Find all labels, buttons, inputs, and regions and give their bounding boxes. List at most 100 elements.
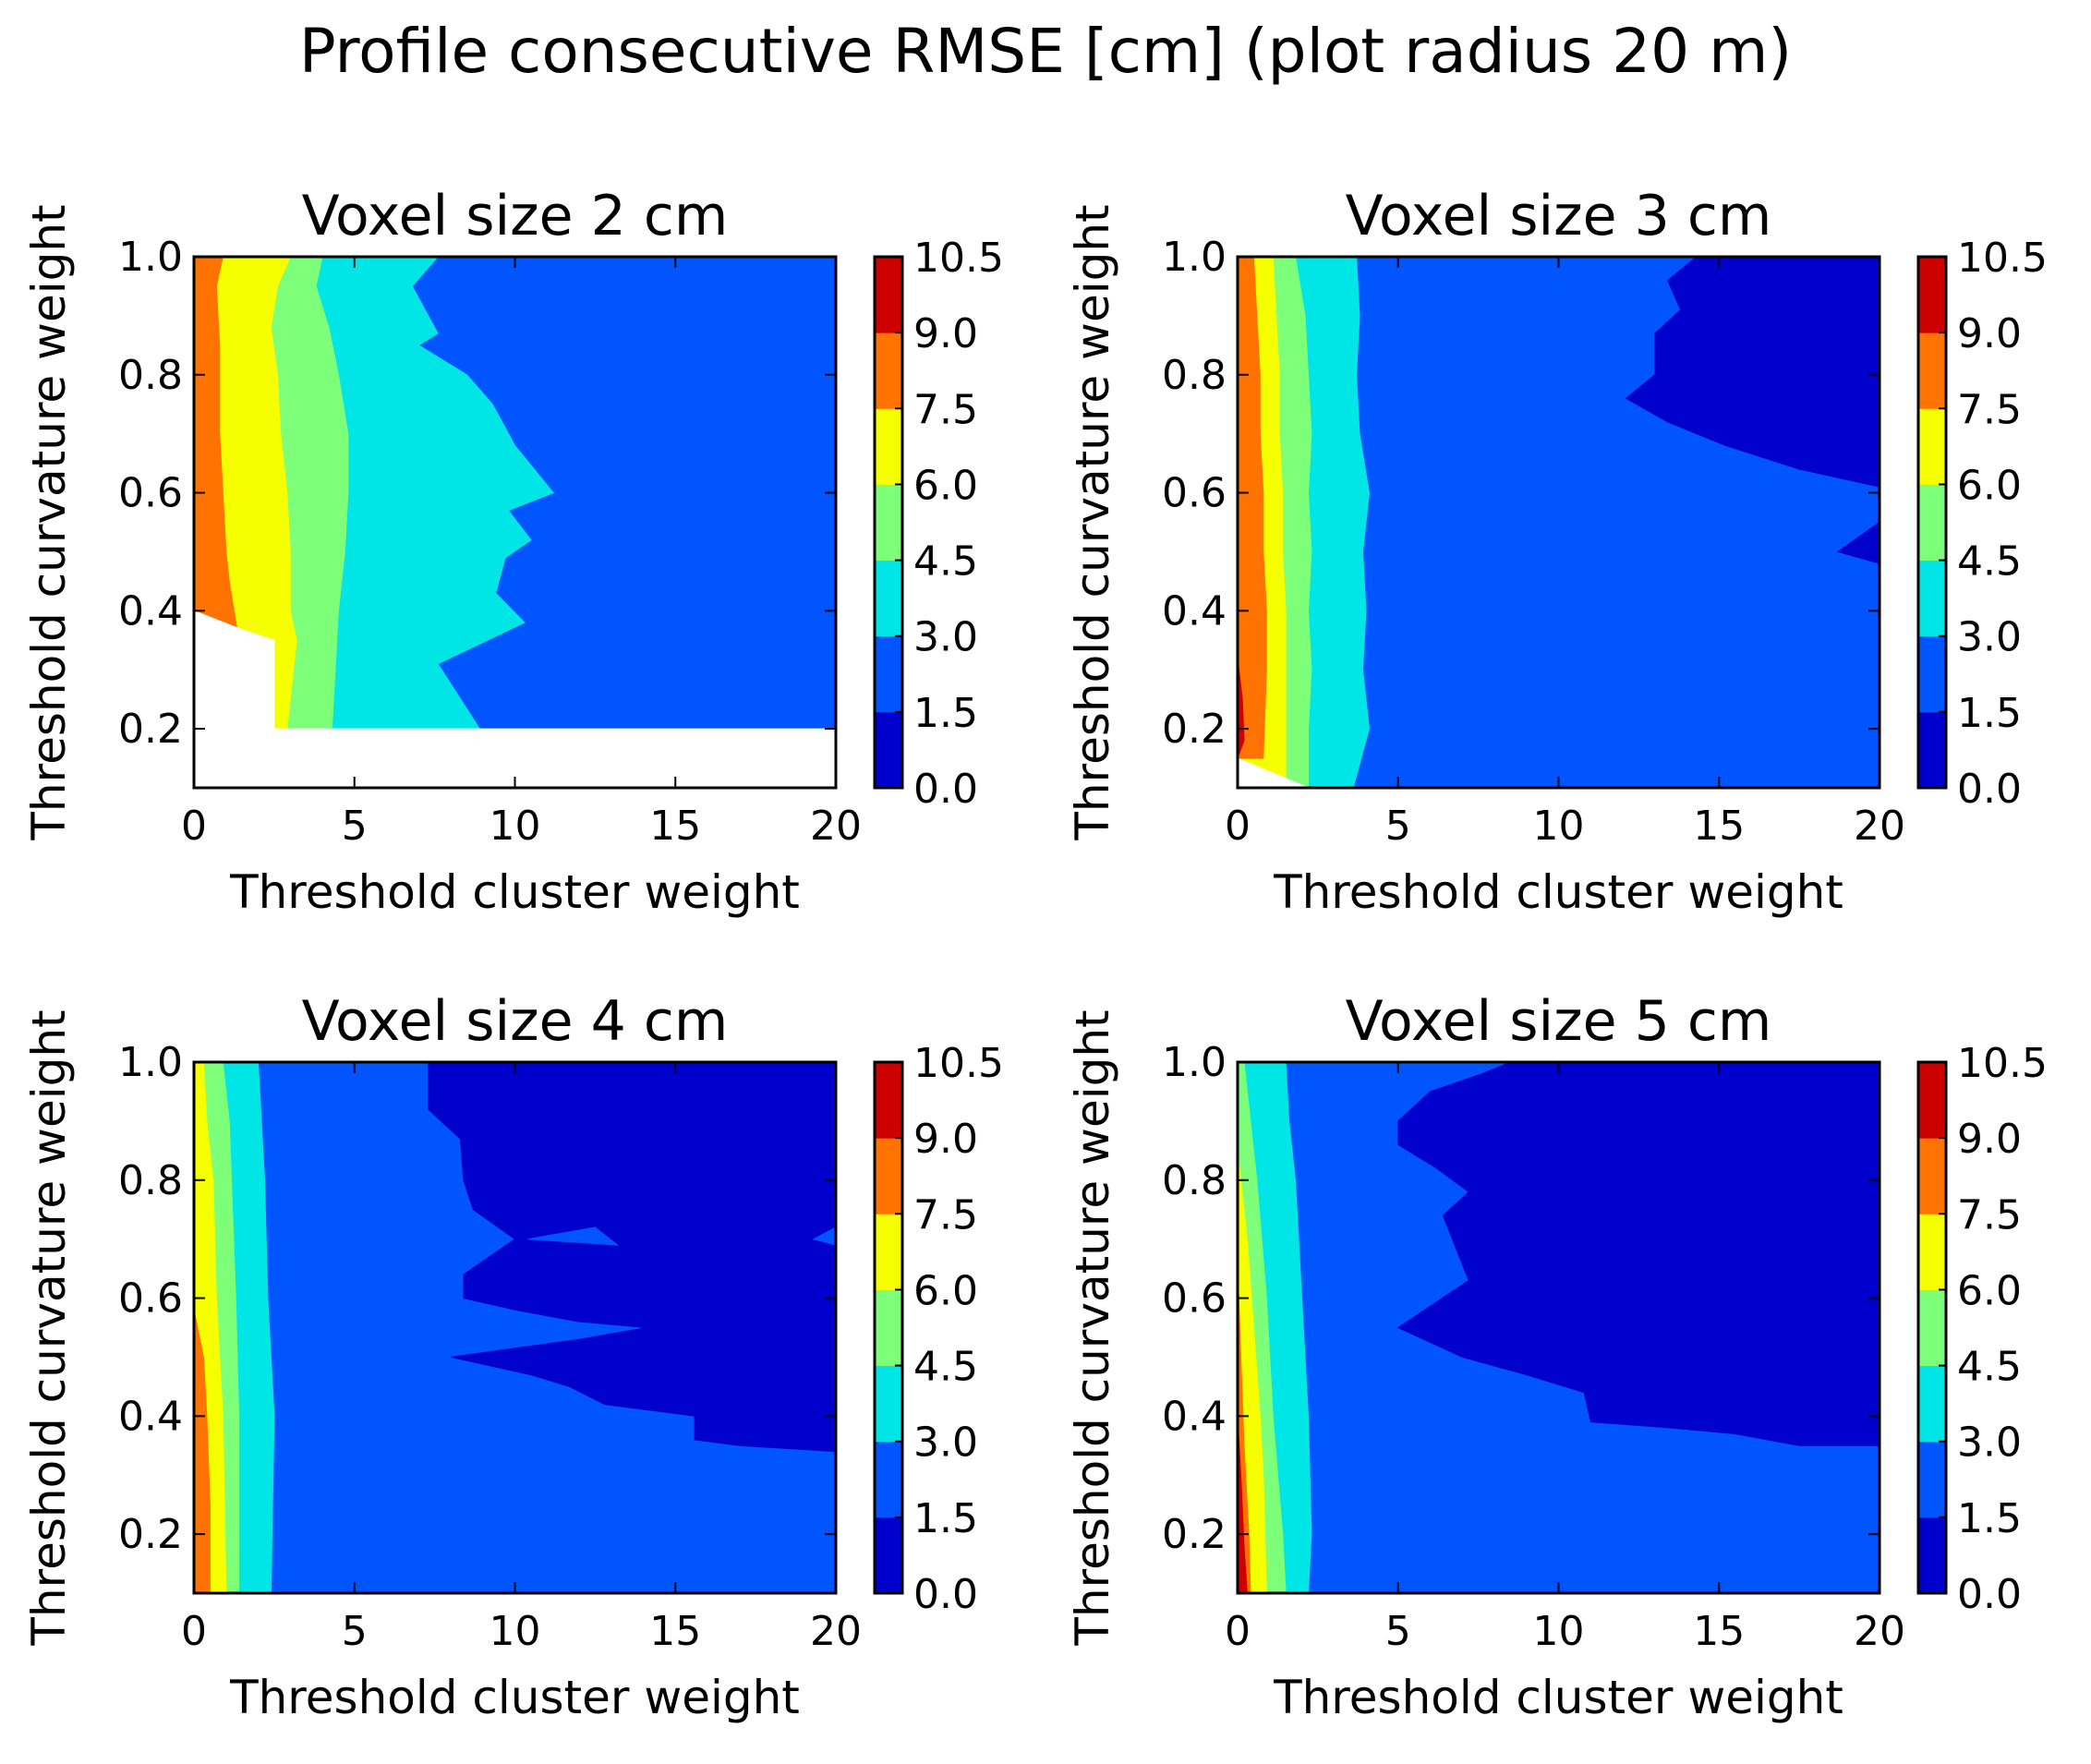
colorbar-band <box>875 408 902 485</box>
contour-band-v6-6 <box>1238 1416 1248 1593</box>
x-axis-label: Threshold cluster weight <box>1273 865 1843 919</box>
colorbar-tick-label: 0.0 <box>913 1571 978 1618</box>
colorbar-band <box>875 1214 902 1290</box>
contour-band-v0-2 <box>1836 521 1879 564</box>
colorbar-tick-label: 7.5 <box>913 386 978 433</box>
colorbar-tick-label: 0.0 <box>1957 766 2022 813</box>
colorbar-band <box>1918 1441 1946 1518</box>
y-tick-label: 0.4 <box>118 1393 183 1440</box>
x-tick-label: 10 <box>1533 1608 1585 1655</box>
y-tick-label: 0.8 <box>1162 1157 1227 1204</box>
colorbar-tick-label: 3.0 <box>913 1420 978 1467</box>
colorbar-band <box>1918 1138 1946 1214</box>
colorbar: 0.0 1.5 3.0 4.5 6.0 7.5 9.0 10.5 <box>873 235 1004 813</box>
x-tick-label: 20 <box>810 1608 862 1655</box>
y-tick-label: 1.0 <box>1162 234 1227 281</box>
colorbar: 0.0 1.5 3.0 4.5 6.0 7.5 9.0 10.5 <box>873 1040 1004 1618</box>
y-tick-label: 0.2 <box>118 1511 183 1558</box>
colorbar-tick-label: 6.0 <box>913 1267 978 1314</box>
colorbar-band <box>1918 1516 1946 1594</box>
x-tick-label: 15 <box>1693 803 1745 850</box>
colorbar-band <box>1918 332 1946 409</box>
y-tick-label: 0.8 <box>1162 352 1227 399</box>
y-tick-label: 1.0 <box>118 234 183 281</box>
colorbar-band <box>1918 408 1946 485</box>
y-tick-label: 0.2 <box>1162 706 1227 753</box>
colorbar-tick-label: 1.5 <box>913 690 978 737</box>
x-tick-label: 15 <box>649 1608 701 1655</box>
colorbar-band <box>875 1441 902 1518</box>
panel-title: Voxel size 2 cm <box>302 184 729 248</box>
colorbar-band <box>875 635 902 713</box>
figure-suptitle: Profile consecutive RMSE [cm] (plot radi… <box>299 16 1792 87</box>
colorbar-band <box>1918 1214 1946 1290</box>
colorbar-frame <box>873 255 904 790</box>
panel-title: Voxel size 4 cm <box>302 989 729 1054</box>
colorbar-band <box>875 1289 902 1367</box>
colorbar-band <box>1918 711 1946 789</box>
colorbar-tick-label: 9.0 <box>1957 310 2022 357</box>
colorbar-frame <box>1916 1060 1948 1595</box>
y-tick-label: 0.6 <box>118 470 183 517</box>
colorbar-frame <box>873 1060 904 1595</box>
contour-fills <box>1238 257 1879 788</box>
colorbar-tick-label: 3.0 <box>1957 1420 2022 1467</box>
colorbar-frame <box>1916 255 1948 790</box>
colorbar: 0.0 1.5 3.0 4.5 6.0 7.5 9.0 10.5 <box>1916 235 2048 813</box>
contour-band-white-8 <box>1238 757 1309 788</box>
colorbar-tick-label: 10.5 <box>1957 1040 2048 1087</box>
contour-fills <box>194 257 836 788</box>
colorbar-band <box>1918 635 1946 713</box>
colorbar-band <box>875 1365 902 1443</box>
contour-fills <box>194 1062 836 1593</box>
colorbar-band <box>875 711 902 789</box>
y-tick-label: 0.4 <box>1162 1393 1227 1440</box>
y-axis-label: Threshold curvature weight <box>1066 1009 1119 1646</box>
x-tick-label: 0 <box>1225 803 1251 850</box>
panel-2: Voxel size 3 cm 0 5 10 15 20 0.2 0.4 0.6 0.8 1.0 Th… <box>1066 184 2048 919</box>
colorbar-band <box>875 257 902 333</box>
y-tick-label: 0.6 <box>1162 470 1227 517</box>
colorbar-tick-label: 7.5 <box>913 1191 978 1238</box>
colorbar: 0.0 1.5 3.0 4.5 6.0 7.5 9.0 10.5 <box>1916 1040 2048 1618</box>
colorbar-band <box>875 1516 902 1594</box>
x-tick-label: 20 <box>1854 1608 1905 1655</box>
x-tick-label: 5 <box>1385 803 1411 850</box>
x-tick-label: 5 <box>1385 1608 1411 1655</box>
colorbar-band <box>1918 1289 1946 1367</box>
colorbar-tick-label: 4.5 <box>913 1344 978 1391</box>
contour-band-v4-8 <box>194 1062 204 1104</box>
x-tick-label: 15 <box>1693 1608 1745 1655</box>
contour-band-v0-1 <box>1396 1062 1879 1446</box>
contour-band-v1-2 <box>527 1226 620 1246</box>
x-axis-label: Threshold cluster weight <box>1273 1671 1843 1724</box>
colorbar-tick-label: 10.5 <box>913 235 1004 282</box>
y-axis-label: Threshold curvature weight <box>1066 204 1119 840</box>
contour-band-v5-6 <box>1238 257 1267 759</box>
x-tick-label: 10 <box>1533 803 1585 850</box>
x-tick-label: 20 <box>1854 803 1905 850</box>
colorbar-band <box>875 484 902 562</box>
contour-fills <box>1238 1062 1879 1593</box>
colorbar-band <box>1918 484 1946 562</box>
colorbar-tick-label: 4.5 <box>1957 1344 2022 1391</box>
colorbar-tick-label: 1.5 <box>913 1495 978 1542</box>
contour-band-v0-1 <box>1625 257 1879 488</box>
colorbar-tick-label: 3.0 <box>913 614 978 661</box>
x-tick-label: 0 <box>181 803 207 850</box>
y-tick-label: 1.0 <box>1162 1039 1227 1086</box>
colorbar-tick-label: 10.5 <box>1957 235 2048 282</box>
y-tick-label: 0.6 <box>1162 1275 1227 1323</box>
colorbar-tick-label: 7.5 <box>1957 1191 2022 1238</box>
y-tick-label: 0.4 <box>1162 587 1227 634</box>
colorbar-tick-label: 4.5 <box>913 538 978 586</box>
colorbar-band <box>1918 560 1946 637</box>
y-tick-label: 0.4 <box>118 587 183 634</box>
colorbar-tick-label: 1.5 <box>1957 1495 2022 1542</box>
colorbar-tick-label: 6.0 <box>1957 1267 2022 1314</box>
colorbar-tick-label: 6.0 <box>913 462 978 509</box>
y-tick-label: 0.8 <box>118 352 183 399</box>
colorbar-tick-label: 9.0 <box>913 310 978 357</box>
y-tick-label: 0.6 <box>118 1275 183 1323</box>
colorbar-tick-label: 1.5 <box>1957 690 2022 737</box>
